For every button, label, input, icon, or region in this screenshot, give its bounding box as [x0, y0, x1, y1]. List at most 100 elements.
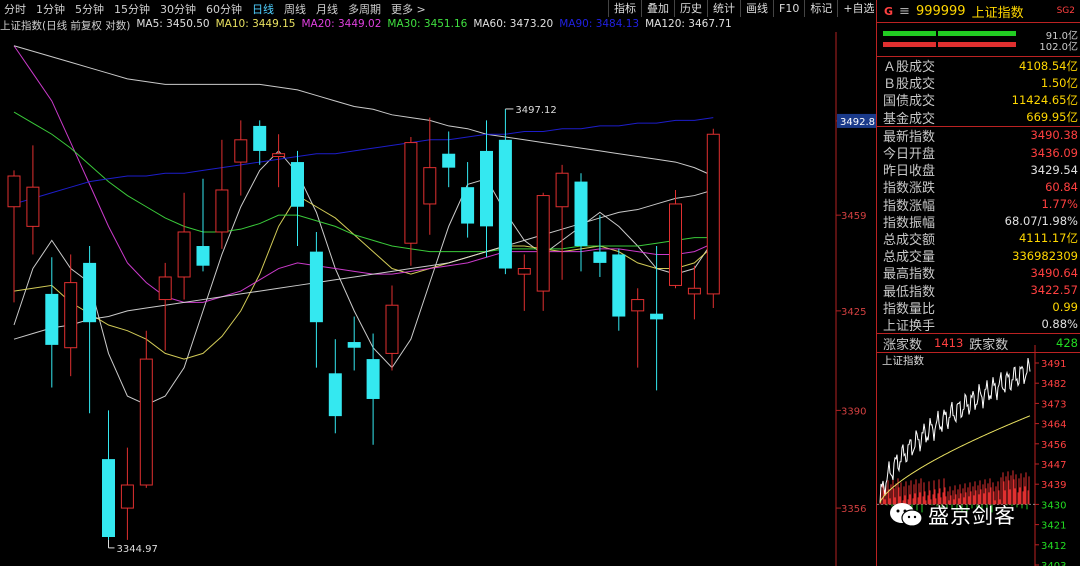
candle-body — [120, 484, 134, 509]
current-price-box — [837, 113, 876, 128]
candle — [612, 248, 626, 331]
candle-body — [480, 150, 493, 227]
toolbar-button-5[interactable]: F10 — [773, 0, 804, 17]
candle-body — [612, 254, 626, 317]
quote-row-value: 3436.09 — [1030, 145, 1078, 160]
candle — [574, 173, 588, 272]
price-tick-label: 3459 — [841, 211, 866, 222]
tab-2[interactable]: 5分钟 — [75, 2, 104, 16]
candle-body — [555, 172, 569, 208]
candle-body — [253, 125, 267, 151]
quote-row: Ａ股成交 4108.54亿 — [877, 57, 1080, 76]
tab-8[interactable]: 月线 — [316, 2, 338, 16]
toolbar-button-1[interactable]: 叠加 — [641, 0, 674, 17]
tab-3[interactable]: 15分钟 — [114, 2, 150, 16]
price-tick-label: 3390 — [841, 406, 866, 417]
flag-icon: G — [884, 4, 894, 18]
ma-legend-item: MA20: 3449.02 — [301, 18, 382, 30]
candle-body — [498, 139, 512, 269]
candle-body — [102, 459, 115, 537]
mini-tick-label: 3473 — [1041, 399, 1066, 410]
toolbar-button-2[interactable]: 历史 — [674, 0, 707, 17]
candle-body — [423, 167, 437, 205]
ma-legend-item: MA90: 3484.13 — [559, 18, 640, 30]
toolbar-button-6[interactable]: 标记 — [804, 0, 837, 17]
mini-tick-label: 3421 — [1041, 521, 1066, 532]
candle-body — [385, 304, 399, 354]
quote-row-label: 指数涨幅 — [883, 198, 936, 214]
candle-body — [177, 231, 191, 278]
candle — [139, 330, 153, 488]
quote-row-value: 3429.54 — [1030, 162, 1078, 177]
mini-average-line — [879, 415, 1031, 504]
quote-row-value: 3422.57 — [1030, 283, 1078, 298]
candle — [347, 316, 361, 371]
quote-panel: G ≡ 999999 上证指数 SG2 91.0亿 102.0亿 Ａ股成交 4108… — [876, 0, 1080, 566]
ma-legend-item: MA5: 3450.50 — [136, 18, 210, 30]
candle — [309, 231, 323, 368]
mini-tick-label: 3491 — [1041, 359, 1066, 370]
tab-10[interactable]: 更多 > — [391, 2, 426, 16]
tab-5[interactable]: 60分钟 — [206, 2, 242, 16]
quote-row: 指数量比 0.99 — [877, 299, 1080, 317]
intraday-mini-chart[interactable]: 3491 3482 3473 3464 3456 3447 3439 3430 3421 3412… — [877, 345, 1080, 566]
flow-bar-row: 91.0亿 — [877, 28, 1080, 42]
tab-7[interactable]: 周线 — [284, 2, 306, 16]
quote-row-label: 指数涨跌 — [883, 181, 936, 197]
wechat-icon — [890, 503, 923, 527]
quote-row: 最新指数 3490.38 — [877, 127, 1080, 145]
ma-line-ma5 — [13, 150, 714, 406]
candle-body — [7, 175, 21, 208]
ma-legend-item: MA60: 3473.20 — [473, 18, 554, 30]
mini-price-line — [879, 357, 1031, 504]
toolbar-button-4[interactable]: 画线 — [740, 0, 773, 17]
candle-body — [593, 251, 607, 263]
candle-body — [291, 162, 304, 207]
candle-body — [234, 139, 248, 163]
quote-row-label: 上证换手 — [883, 318, 936, 334]
quote-row-value: 669.95亿 — [1026, 110, 1078, 125]
tab-6[interactable]: 日线 — [252, 2, 274, 16]
tab-0[interactable]: 分时 — [4, 2, 26, 16]
candle-body — [309, 251, 323, 323]
quote-row-value: 0.88% — [1041, 317, 1078, 332]
candle — [196, 178, 210, 272]
tab-1[interactable]: 1分钟 — [36, 2, 65, 16]
toolbar-button-7[interactable]: +自选 — [837, 0, 879, 17]
toolbar-button-0[interactable]: 指标 — [608, 0, 641, 17]
decline-value: 428 — [1056, 336, 1078, 350]
candle — [669, 189, 682, 289]
candle-body — [139, 358, 153, 486]
quote-row-label: 最高指数 — [883, 267, 936, 283]
candle-body — [26, 186, 40, 227]
advance-decline-row: 涨家数 1413 跌家数 428 — [877, 333, 1080, 353]
candle-body — [215, 189, 229, 233]
flow-bar — [937, 42, 1016, 47]
ma-line-ma10 — [13, 194, 714, 360]
mini-tick-label: 3403 — [1041, 561, 1066, 566]
toolbar-button-3[interactable]: 统计 — [707, 0, 740, 17]
quote-header: G ≡ 999999 上证指数 SG2 — [877, 0, 1080, 23]
quote-row-label: 指数振幅 — [883, 215, 936, 231]
candle — [404, 137, 418, 266]
candle — [64, 254, 78, 377]
candle — [442, 131, 456, 188]
candle — [102, 410, 115, 540]
candle — [215, 139, 229, 249]
candle-body — [574, 181, 588, 247]
candle-body — [687, 287, 701, 295]
candlestick-chart[interactable]: 3356 3390 3425 3459 3492.8 3497.12 3344.97 — [0, 32, 876, 566]
candle — [706, 128, 720, 309]
advance-label: 涨家数 — [883, 337, 923, 353]
candle-body — [536, 195, 550, 292]
menu-icon[interactable]: ≡ — [899, 3, 910, 19]
tab-9[interactable]: 多周期 — [348, 2, 381, 16]
quote-row-value: 4108.54亿 — [1018, 58, 1078, 73]
flow-bar — [883, 42, 936, 47]
tab-4[interactable]: 30分钟 — [160, 2, 196, 16]
candle-body — [272, 153, 286, 157]
candle — [158, 262, 172, 351]
quote-row-label: 今日开盘 — [883, 147, 936, 163]
quote-row: 指数涨幅 1.77% — [877, 196, 1080, 214]
flow-bar — [937, 31, 1016, 36]
